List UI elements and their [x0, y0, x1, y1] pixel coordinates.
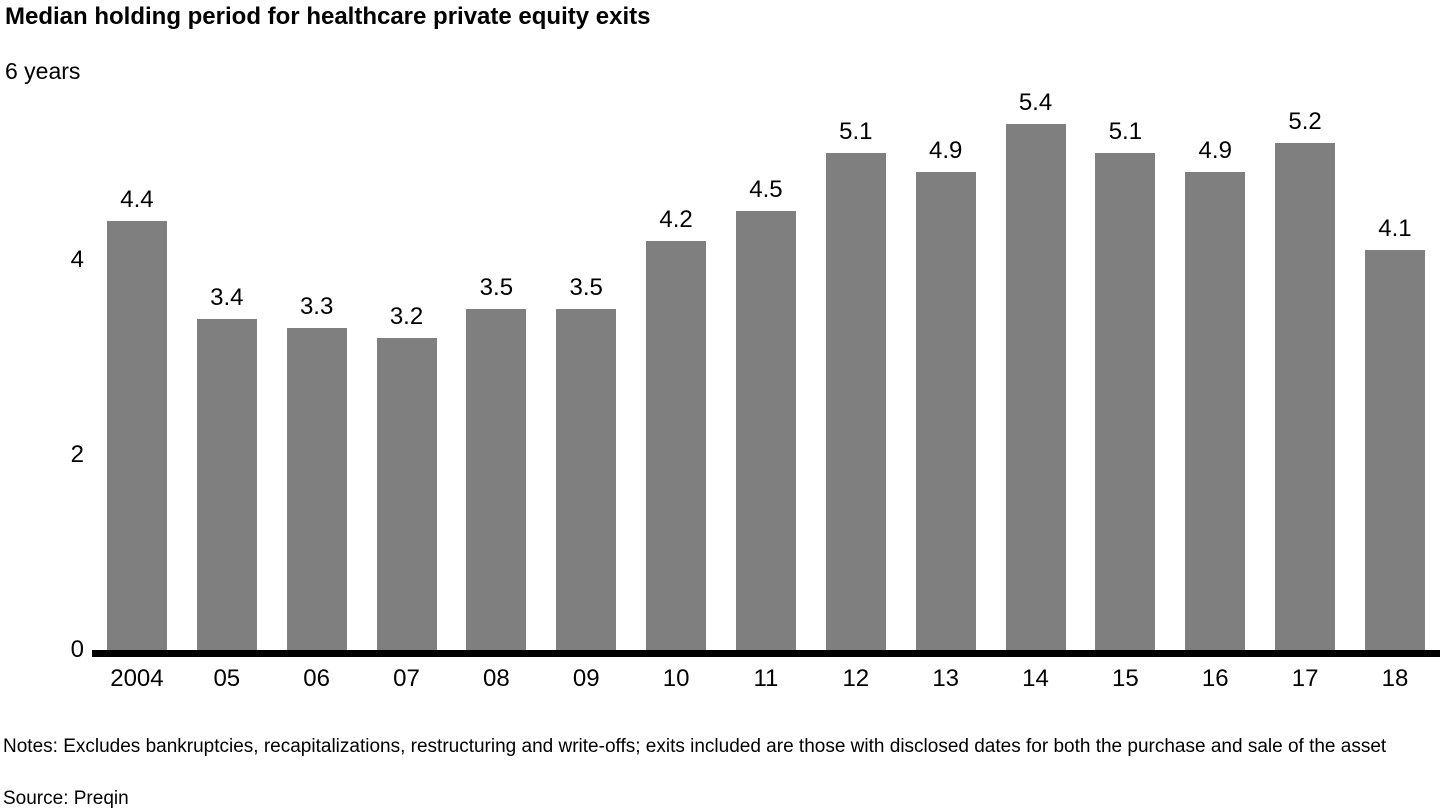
x-axis-tick-label: 16	[1201, 665, 1229, 692]
bar-slot: 3.5	[556, 273, 617, 650]
x-axis-tick-label: 18	[1381, 665, 1409, 692]
y-axis-tick-label: 2	[70, 441, 84, 468]
bar	[286, 328, 347, 650]
bar	[466, 308, 527, 650]
bar-slot: 5.4	[1005, 88, 1066, 650]
bar-value-label: 5.1	[839, 117, 873, 145]
bar-value-label: 5.2	[1288, 108, 1322, 135]
x-axis-labels: 2004 05 06 07 08 09 10 11 12 13 14 15 16 17 18	[92, 665, 1440, 693]
bar-slot: 3.4	[196, 283, 257, 650]
x-axis-tick-label: 13	[932, 665, 960, 692]
bar	[106, 221, 167, 650]
bar	[915, 172, 976, 650]
bar-slot: 5.1	[825, 117, 886, 650]
bar	[735, 211, 796, 650]
bar-value-label: 4.2	[659, 205, 693, 233]
bar	[556, 308, 617, 650]
bar-slot: 5.1	[1095, 117, 1156, 650]
x-axis-line	[92, 650, 1440, 657]
bar	[646, 240, 707, 650]
x-axis-tick-label: 07	[393, 665, 420, 692]
bar-value-label: 3.3	[299, 293, 334, 321]
y-axis-tick-label: 0	[70, 636, 84, 663]
bar-value-label: 4.9	[1198, 137, 1232, 165]
x-axis-tick-label: 15	[1112, 665, 1139, 692]
bars-container: 4.4 3.4 3.3 3.2 3.5 3.5 4.2 4.5 5.1 4.9 5.4 5.1 4.9 5…	[92, 88, 1440, 650]
bar-value-label: 4.4	[120, 186, 154, 213]
x-axis-tick-label: 08	[483, 665, 510, 692]
x-axis-tick-label: 12	[842, 665, 870, 692]
bar-value-label: 3.5	[479, 273, 514, 301]
y-axis-unit-label: 6 years	[5, 58, 81, 84]
x-axis-tick-label: 2004	[110, 665, 164, 692]
bar	[1005, 123, 1066, 650]
bar	[1364, 250, 1425, 650]
bar-slot: 4.9	[1185, 137, 1246, 650]
x-axis-tick-label: 14	[1022, 665, 1049, 692]
x-axis-tick-label: 11	[753, 665, 779, 692]
bar-value-label: 4.1	[1378, 215, 1412, 243]
x-axis-tick-label: 06	[303, 665, 330, 692]
bar-slot: 4.4	[106, 186, 167, 650]
bar-value-label: 3.5	[569, 273, 603, 301]
bar-slot: 4.5	[735, 176, 796, 650]
y-axis-tick-label: 4	[70, 246, 84, 273]
notes-text: Notes: Excludes bankruptcies, recapitali…	[3, 736, 1387, 757]
bar-value-label: 3.2	[389, 303, 424, 330]
bar-value-label: 4.5	[749, 176, 783, 204]
bar-slot: 4.2	[646, 205, 707, 650]
y-axis-ticks: 4 2 0	[0, 0, 84, 810]
x-axis-tick-label: 05	[213, 665, 241, 692]
x-axis-tick-label: 17	[1291, 665, 1319, 692]
bar	[825, 152, 886, 650]
bar-slot: 3.5	[466, 273, 527, 650]
bar-value-label: 5.4	[1018, 88, 1053, 116]
bar-slot: 3.3	[286, 293, 347, 650]
bar	[1185, 172, 1246, 650]
chart-title: Median holding period for healthcare pri…	[5, 3, 651, 30]
bar-slot: 5.2	[1275, 108, 1336, 650]
bar	[1095, 152, 1156, 650]
bar	[1275, 143, 1336, 650]
source-text: Source: Preqin	[3, 788, 129, 809]
bar-value-label: 3.4	[210, 283, 244, 311]
x-axis-tick-label: 09	[572, 665, 600, 692]
bar-value-label: 4.9	[928, 137, 963, 165]
bar-slot: 4.1	[1364, 215, 1425, 650]
bar-slot: 3.2	[376, 303, 437, 650]
x-axis-tick-label: 10	[662, 665, 690, 692]
bar	[376, 338, 437, 650]
bar	[196, 318, 257, 650]
bar-slot: 4.9	[915, 137, 976, 650]
bar-value-label: 5.1	[1108, 117, 1143, 145]
